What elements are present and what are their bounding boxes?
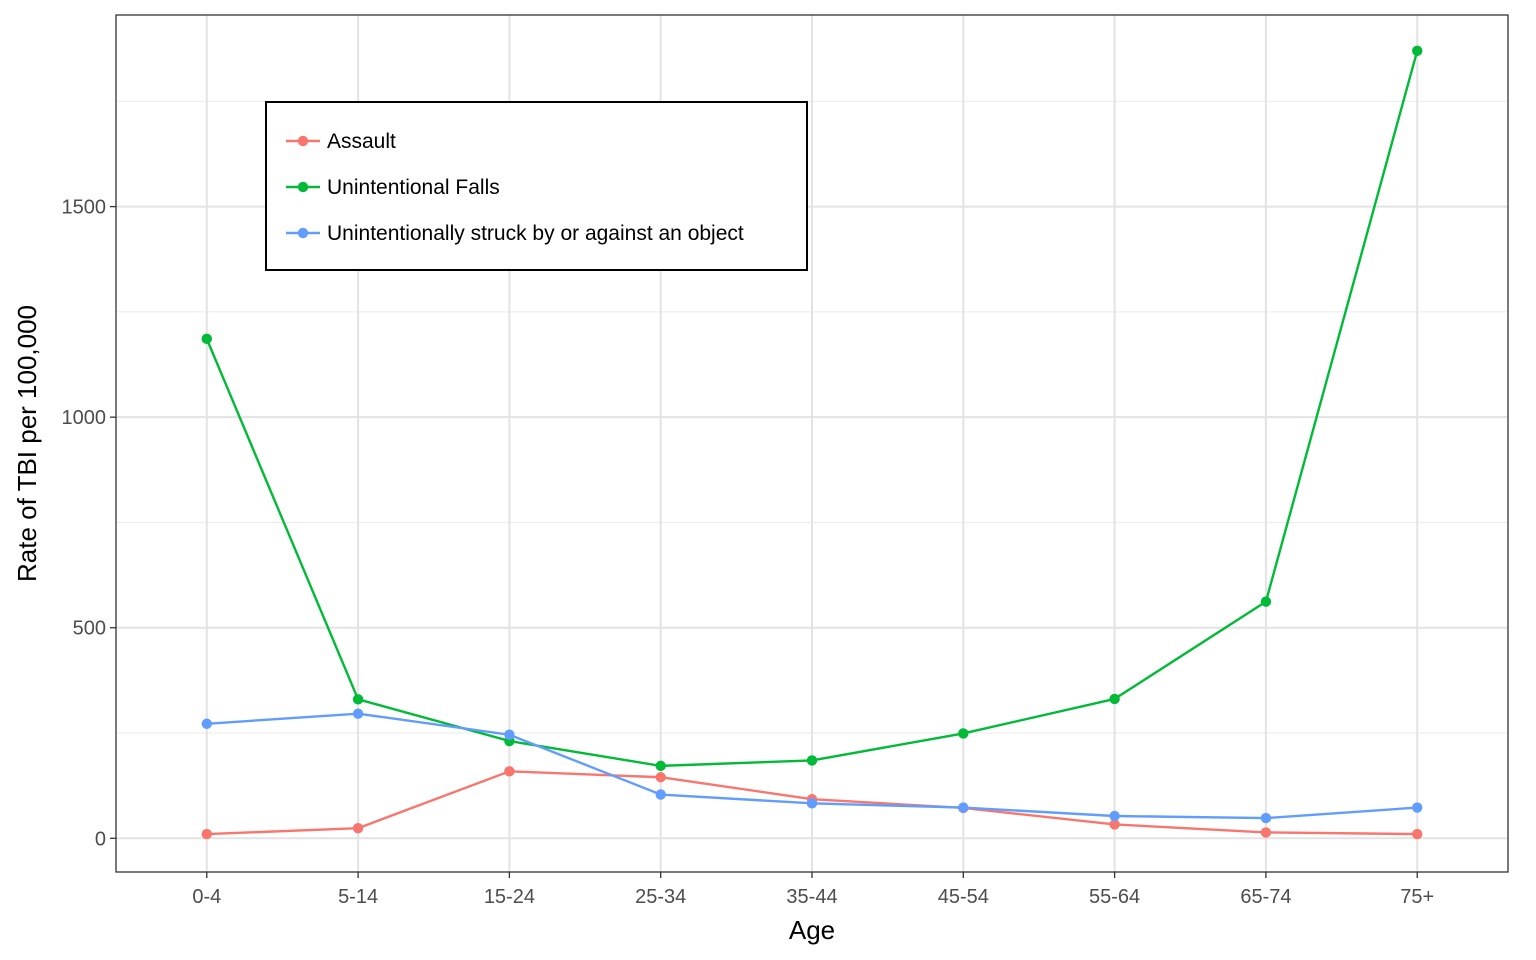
data-point — [504, 766, 515, 777]
x-tick-label: 65-74 — [1240, 886, 1291, 908]
data-point — [655, 772, 666, 783]
x-axis: 0-4 5-14 15-24 25-34 35-44 45-54 55-64 65-74 75+ — [192, 872, 1434, 908]
legend: Assault Unintentional Falls Unintentionall… — [265, 101, 808, 271]
data-point — [1260, 596, 1272, 607]
y-tick-label: 1000 — [62, 407, 107, 429]
data-point — [1109, 819, 1120, 830]
legend-key-point — [297, 135, 309, 147]
data-point — [1109, 810, 1120, 822]
legend-box — [265, 101, 808, 271]
x-tick-label: 75+ — [1400, 886, 1434, 908]
y-tick-label: 500 — [73, 618, 106, 640]
data-point — [958, 728, 969, 739]
y-tick-label: 1500 — [62, 197, 107, 219]
data-point — [352, 823, 364, 834]
legend-label: Assault — [327, 130, 396, 153]
legend-label: Unintentionally struck by or against an … — [327, 222, 744, 245]
legend-key-point — [297, 181, 309, 193]
data-point — [655, 789, 666, 800]
data-point — [806, 755, 818, 766]
x-tick-label: 45-54 — [938, 886, 989, 908]
data-point — [201, 828, 212, 840]
data-point — [1412, 802, 1423, 813]
x-tick-label: 25-34 — [635, 886, 686, 908]
y-axis-title: Rate of TBI per 100,000 — [12, 305, 42, 582]
x-tick-label: 35-44 — [786, 886, 837, 908]
x-tick-label: 55-64 — [1089, 886, 1140, 908]
series-layer — [201, 45, 1423, 840]
x-tick-label: 0-4 — [192, 886, 221, 908]
y-tick-label: 0 — [95, 828, 106, 850]
data-point — [655, 760, 666, 772]
data-point — [201, 333, 212, 345]
data-point — [806, 798, 818, 809]
y-axis: 0 500 1000 1500 — [62, 197, 116, 850]
data-point — [352, 694, 364, 705]
legend-label: Unintentional Falls — [327, 176, 500, 199]
legend-key-point — [297, 227, 309, 239]
data-point — [1260, 812, 1272, 824]
x-tick-label: 5-14 — [338, 886, 378, 908]
data-point — [958, 802, 969, 813]
data-point — [1260, 827, 1272, 838]
data-point — [352, 708, 364, 719]
data-point — [201, 718, 212, 729]
x-axis-title: Age — [789, 915, 835, 945]
data-point — [1412, 828, 1423, 840]
x-tick-label: 15-24 — [484, 886, 535, 908]
data-point — [504, 729, 515, 740]
data-point — [1109, 693, 1120, 705]
data-point — [1412, 45, 1423, 56]
